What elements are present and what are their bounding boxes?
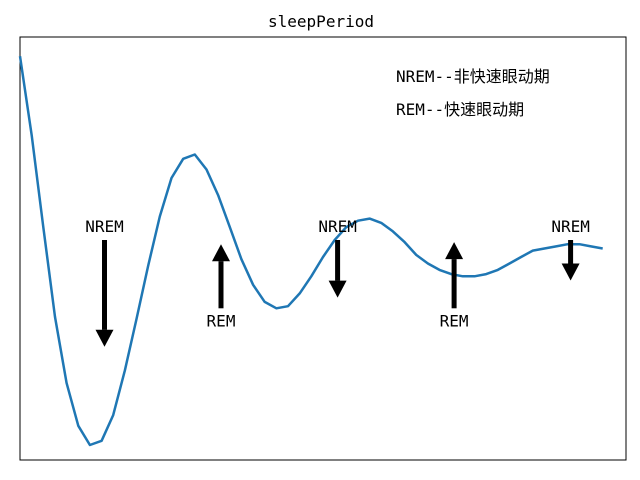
arrow-head [95,329,114,347]
legend-note-nrem: NREM--非快速眼动期 [396,67,550,86]
arrow-shaft [335,240,341,281]
chart-title: sleepPeriod [268,12,374,31]
annotation-nrem-4: NREM [551,217,590,281]
annotation-rem-3: REM [440,242,469,330]
annotation-label-3: REM [440,311,469,330]
annotation-label-0: NREM [85,217,124,236]
annotation-label-2: NREM [318,217,357,236]
annotation-nrem-0: NREM [85,217,124,347]
plot-frame [19,36,627,461]
annotation-rem-1: REM [207,244,236,330]
arrow-shaft [568,240,574,264]
arrow-shaft [102,240,107,330]
legend-note-rem: REM--快速眼动期 [396,100,524,119]
arrow-head [212,244,230,262]
arrow-head [561,263,580,281]
annotation-nrem-2: NREM [318,217,357,298]
annotation-label-4: NREM [551,217,590,236]
arrow-shaft [218,261,224,309]
series-layer [18,56,603,447]
arrow-head [328,280,347,298]
annotation-label-1: REM [207,311,236,330]
annotation-layer: NREM REM NREM REM NREM [85,217,590,347]
arrow-head [445,242,464,260]
arrow-shaft [451,259,457,309]
series-line-0 [18,56,603,447]
